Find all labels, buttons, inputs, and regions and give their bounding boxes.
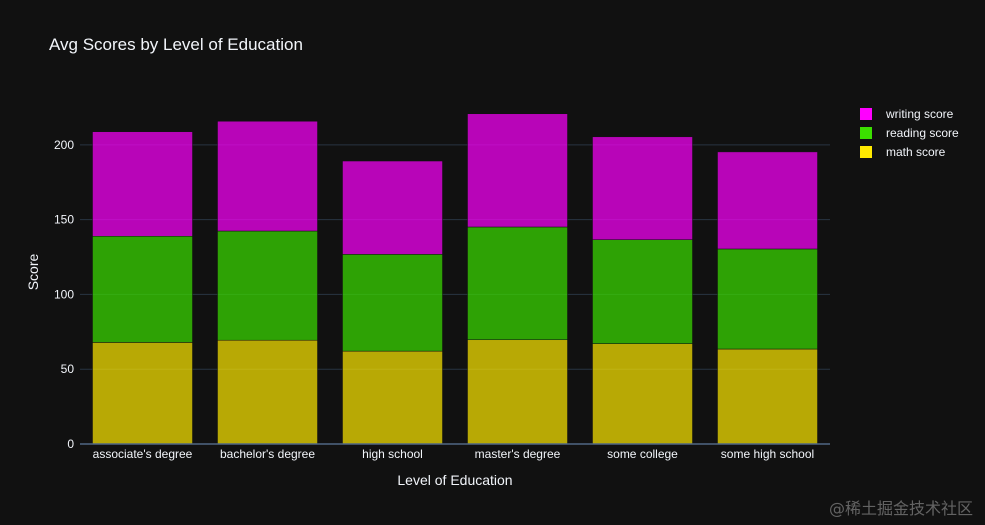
bars (92, 113, 818, 445)
legend-label: reading score (886, 126, 959, 140)
bar-reading-score-5 (717, 248, 818, 350)
x-tick-label: bachelor's degree (220, 447, 315, 461)
y-tick-label: 100 (54, 287, 74, 301)
legend-label: math score (886, 145, 946, 159)
legend-swatch (860, 127, 872, 139)
x-tick-label: associate's degree (93, 447, 193, 461)
legend-swatch (860, 108, 872, 120)
bar-reading-score-0 (92, 236, 193, 343)
bar-math-score-2 (342, 350, 443, 445)
bar-math-score-0 (92, 342, 193, 445)
x-tick-label: high school (362, 447, 423, 461)
bar-writing-score-3 (467, 113, 568, 228)
bar-writing-score-4 (592, 136, 693, 240)
legend[interactable]: writing score reading score math score (860, 107, 959, 159)
bar-math-score-1 (217, 339, 318, 445)
y-tick-label: 0 (67, 437, 74, 451)
gridlines (80, 144, 830, 370)
legend-label: writing score (885, 107, 954, 121)
x-tick-label: some college (607, 447, 678, 461)
bar-math-score-3 (467, 339, 568, 445)
bar-reading-score-1 (217, 230, 318, 341)
bar-math-score-5 (717, 348, 818, 445)
legend-item-writing-score[interactable]: writing score (860, 107, 954, 121)
legend-swatch (860, 146, 872, 158)
chart-title: Avg Scores by Level of Education (49, 35, 303, 54)
x-tick-label: some high school (721, 447, 814, 461)
bar-reading-score-3 (467, 226, 568, 341)
x-axis-label: Level of Education (397, 472, 512, 488)
bar-writing-score-2 (342, 160, 443, 255)
axes: 0 50 100 150 200 associate's degree bachelor's… (54, 138, 830, 461)
bar-writing-score-0 (92, 131, 193, 237)
legend-item-math-score[interactable]: math score (860, 145, 946, 159)
bar-writing-score-1 (217, 120, 318, 232)
x-tick-label: master's degree (475, 447, 561, 461)
bar-reading-score-2 (342, 254, 443, 352)
legend-item-reading-score[interactable]: reading score (860, 126, 959, 140)
watermark: @稀土掘金技术社区 (828, 499, 973, 518)
y-tick-label: 50 (61, 362, 75, 376)
bar-reading-score-4 (592, 239, 693, 344)
y-tick-label: 200 (54, 138, 74, 152)
bar-math-score-4 (592, 343, 693, 445)
y-tick-label: 150 (54, 213, 74, 227)
bar-writing-score-5 (717, 151, 818, 250)
y-axis-label: Score (25, 254, 41, 291)
